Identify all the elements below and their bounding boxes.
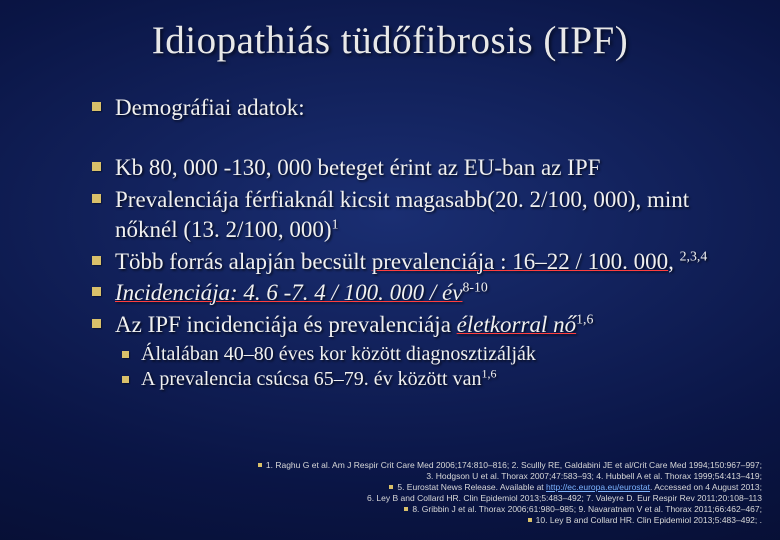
reference-text: 5. Eurostat News Release. Available at h… [397, 482, 762, 493]
reference-text: 6. Ley B and Collard HR. Clin Epidemiol … [367, 493, 762, 504]
text-fragment: A prevalencia csúcsa 65–79. év között va… [141, 368, 481, 390]
reference-line: 10. Ley B and Collard HR. Clin Epidemiol… [258, 515, 762, 526]
bullet-square-icon [258, 463, 262, 467]
slide-content: Demográfiai adatok: Kb 80, 000 -130, 000… [0, 93, 780, 392]
text-fragment: 5. Eurostat News Release. Available at [397, 482, 546, 492]
sub-bullet-item: A prevalencia csúcsa 65–79. év között va… [122, 367, 740, 392]
reference-line: 3. Hodgson U et al. Thorax 2007;47:583–9… [258, 471, 762, 482]
bullet-square-icon [389, 485, 393, 489]
bullet-item: Demográfiai adatok: [92, 93, 740, 123]
bullet-text: Incidenciája: 4. 6 -7. 4 / 100. 000 / év… [115, 278, 740, 308]
bullet-item: Incidenciája: 4. 6 -7. 4 / 100. 000 / év… [92, 278, 740, 308]
bullet-square-icon [92, 194, 101, 203]
emphasized-text: életkorral nő [457, 312, 576, 337]
reference-text: 8. Gribbin J et al. Thorax 2006;61:980–9… [412, 504, 762, 515]
reference-text: 3. Hodgson U et al. Thorax 2007;47:583–9… [426, 471, 762, 482]
bullet-item: Kb 80, 000 -130, 000 beteget érint az EU… [92, 153, 740, 183]
bullet-text: Az IPF incidenciája és prevalenciája éle… [115, 310, 740, 340]
reference-link[interactable]: http://ec.europa.eu/eurostat [546, 482, 650, 492]
bullet-square-icon [92, 102, 101, 111]
reference-line: 5. Eurostat News Release. Available at h… [258, 482, 762, 493]
bullet-item: Több forrás alapján becsült prevalenciáj… [92, 247, 740, 277]
bullet-item: Prevalenciája férfiaknál kicsit magasabb… [92, 185, 740, 245]
bullet-square-icon [528, 518, 532, 522]
bullet-square-icon [92, 256, 101, 265]
sub-bullet-text: Általában 40–80 éves kor között diagnosz… [141, 342, 740, 367]
text-fragment: Prevalenciája férfiaknál kicsit magasabb… [115, 187, 689, 242]
text-fragment: Az IPF incidenciája és prevalenciája [115, 312, 457, 337]
emphasized-text: prevalenciája : 16–22 / 100. 000 [372, 249, 668, 274]
slide-title: Idiopathiás tüdőfibrosis (IPF) [0, 18, 780, 63]
superscript: 1,6 [481, 367, 496, 381]
references-block: 1. Raghu G et al. Am J Respir Crit Care … [258, 460, 762, 526]
bullet-text: Prevalenciája férfiaknál kicsit magasabb… [115, 185, 740, 245]
superscript: 1,6 [576, 312, 593, 327]
bullet-text: Demográfiai adatok: [115, 93, 740, 123]
superscript: 2,3,4 [680, 248, 708, 263]
sub-bullet-item: Általában 40–80 éves kor között diagnosz… [122, 342, 740, 367]
text-fragment: . Accessed on 4 August 2013; [650, 482, 762, 492]
bullet-square-icon [122, 351, 129, 358]
reference-line: 6. Ley B and Collard HR. Clin Epidemiol … [258, 493, 762, 504]
reference-line: 1. Raghu G et al. Am J Respir Crit Care … [258, 460, 762, 471]
bullet-text: Több forrás alapján becsült prevalenciáj… [115, 247, 740, 277]
bullet-text: Kb 80, 000 -130, 000 beteget érint az EU… [115, 153, 740, 183]
superscript: 8-10 [462, 280, 487, 295]
bullet-item: Az IPF incidenciája és prevalenciája éle… [92, 310, 740, 340]
bullet-square-icon [404, 507, 408, 511]
text-fragment: , [668, 249, 680, 274]
bullet-square-icon [92, 162, 101, 171]
superscript: 1 [332, 216, 339, 231]
bullet-square-icon [92, 287, 101, 296]
text-fragment: Több forrás alapján becsült [115, 249, 372, 274]
reference-text: 1. Raghu G et al. Am J Respir Crit Care … [266, 460, 762, 471]
bullet-square-icon [122, 376, 129, 383]
bullet-square-icon [92, 319, 101, 328]
reference-line: 8. Gribbin J et al. Thorax 2006;61:980–9… [258, 504, 762, 515]
reference-text: 10. Ley B and Collard HR. Clin Epidemiol… [536, 515, 762, 526]
slide: Idiopathiás tüdőfibrosis (IPF) Demográfi… [0, 0, 780, 540]
emphasized-text: Incidenciája: 4. 6 -7. 4 / 100. 000 / év [115, 280, 462, 305]
sub-bullet-text: A prevalencia csúcsa 65–79. év között va… [141, 367, 740, 392]
